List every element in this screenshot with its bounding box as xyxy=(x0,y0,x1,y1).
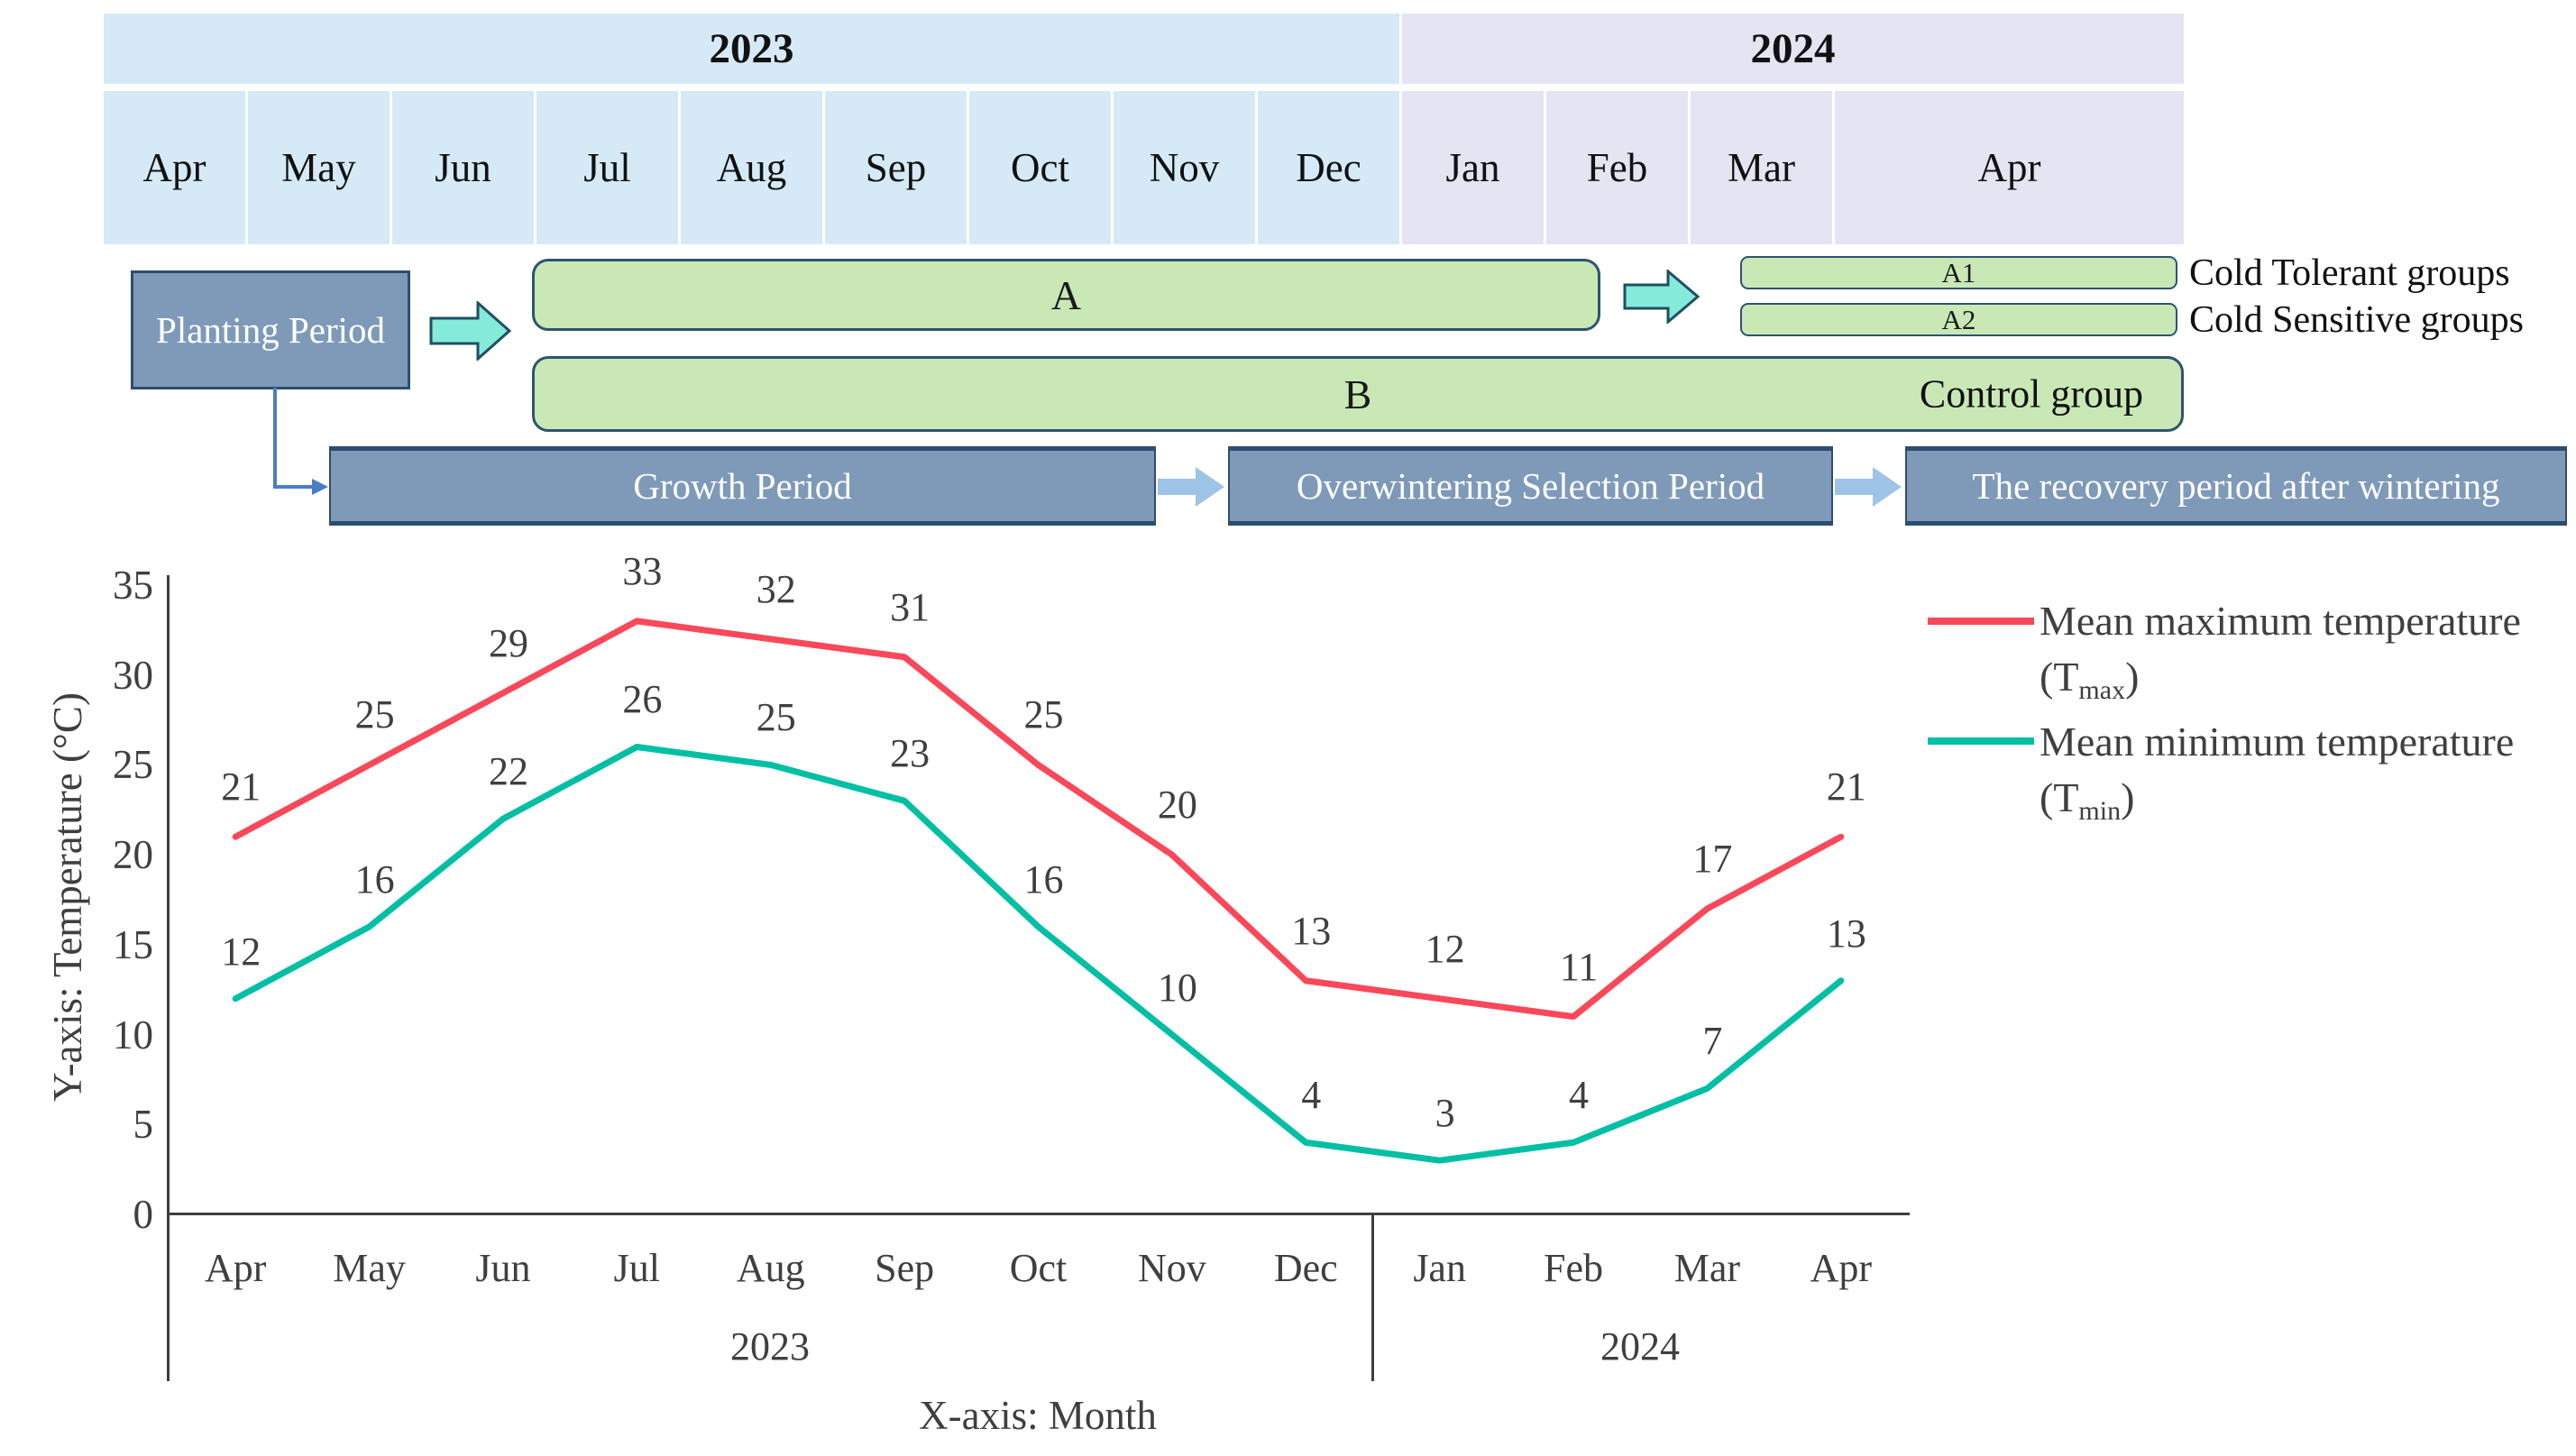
x-tick-label: May xyxy=(333,1246,406,1290)
data-label: 21 xyxy=(221,765,261,810)
x-tick-label: Jan xyxy=(1413,1246,1466,1290)
growth-period-bar: Growth Period xyxy=(329,446,1156,526)
timeline-year-2023: 2023 xyxy=(104,14,1399,84)
timeline-month-cell: Jun xyxy=(392,91,534,244)
recovery-period-bar: The recovery period after wintering xyxy=(1905,446,2567,526)
timeline-month-cell: Apr xyxy=(104,91,245,244)
x-tick-label: Oct xyxy=(1009,1246,1068,1290)
data-label: 4 xyxy=(1569,1073,1590,1118)
data-label: 20 xyxy=(1157,783,1197,828)
x-axis-group-separator xyxy=(1371,1215,1374,1381)
group-a1-bar: A1 xyxy=(1740,256,2177,289)
data-label: 16 xyxy=(1023,856,1064,902)
x-axis-title: X-axis: Month xyxy=(919,1393,1157,1438)
data-label: 11 xyxy=(1559,944,1599,989)
data-label: 29 xyxy=(488,620,528,665)
group-b-bar: B Control group xyxy=(532,356,2184,432)
x-group-label-2023: 2023 xyxy=(730,1324,810,1369)
data-label: 23 xyxy=(890,731,930,776)
data-label: 12 xyxy=(1425,926,1465,971)
x-tick-label: Apr xyxy=(204,1246,267,1290)
y-tick-label: 15 xyxy=(113,921,153,967)
legend-label-tmax: Mean maximum temperature xyxy=(2040,598,2521,644)
y-tick-label: 0 xyxy=(133,1192,154,1237)
cold-sensitive-label: Cold Sensitive groups xyxy=(2189,299,2525,341)
data-label: 32 xyxy=(756,566,796,611)
timeline-month-cell: Jan xyxy=(1402,91,1544,244)
flow-arrow-icon xyxy=(1835,467,1902,507)
cold-tolerant-label: Cold Tolerant groups xyxy=(2189,252,2510,294)
data-label: 13 xyxy=(1291,908,1332,953)
y-axis-line xyxy=(167,575,170,1216)
data-label: 22 xyxy=(488,749,528,794)
data-label: 25 xyxy=(756,695,796,740)
timeline-month-cell: Jul xyxy=(536,91,678,244)
timeline-month-row: Apr May Jun Jul Aug Sep Oct Nov Dec Jan Feb Mar Apr xyxy=(104,91,2184,244)
x-group-label-2024: 2024 xyxy=(1600,1324,1680,1369)
data-label: 26 xyxy=(622,677,663,722)
x-axis-group-separator xyxy=(167,1215,170,1381)
timeline-month-cell: May xyxy=(248,91,390,244)
data-label: 4 xyxy=(1301,1073,1322,1118)
data-label: 13 xyxy=(1826,911,1866,956)
timeline-month-cell: Feb xyxy=(1546,91,1688,244)
legend-swatch-tmax xyxy=(1928,618,2034,625)
timeline-year-2024: 2024 xyxy=(1402,14,2184,84)
y-tick-label: 5 xyxy=(133,1102,154,1148)
planting-period-box: Planting Period xyxy=(131,270,410,389)
data-label: 3 xyxy=(1435,1091,1455,1136)
timeline-month-cell: Sep xyxy=(825,91,967,244)
x-tick-label: Sep xyxy=(875,1246,935,1290)
cyan-arrow-icon xyxy=(429,301,512,361)
control-group-label: Control group xyxy=(1919,371,2143,417)
cyan-arrow-icon xyxy=(1623,270,1701,324)
timeline-month-cell: Oct xyxy=(969,91,1111,244)
overwintering-period-bar: Overwintering Selection Period xyxy=(1228,446,1833,526)
y-tick-label: 35 xyxy=(113,563,153,608)
x-tick-label: Apr xyxy=(1810,1246,1873,1290)
timeline-month-cell: Mar xyxy=(1691,91,1832,244)
y-tick-label: 30 xyxy=(113,652,153,698)
data-label: 21 xyxy=(1826,765,1866,810)
x-tick-label: Feb xyxy=(1544,1246,1604,1290)
x-tick-label: Jun xyxy=(475,1246,531,1290)
data-label: 16 xyxy=(354,856,395,902)
x-tick-label: Mar xyxy=(1673,1246,1741,1290)
group-a-bar: A xyxy=(532,259,1600,331)
group-b-label: B xyxy=(1343,371,1372,417)
data-label: 25 xyxy=(354,692,395,737)
data-label: 17 xyxy=(1692,836,1733,881)
timeline-month-cell: Nov xyxy=(1114,91,1255,244)
connector-elbow-arrow-icon xyxy=(273,388,328,495)
legend-symbol-tmax: (Tmax) xyxy=(2040,654,2140,705)
data-label: 25 xyxy=(1023,692,1064,737)
flow-arrow-icon xyxy=(1158,467,1224,507)
y-tick-label: 20 xyxy=(113,832,153,878)
timeline-month-cell: Aug xyxy=(681,91,822,244)
x-tick-label: Dec xyxy=(1273,1246,1338,1290)
x-tick-label: Nov xyxy=(1137,1246,1206,1290)
y-tick-label: 10 xyxy=(113,1012,153,1058)
y-tick-label: 25 xyxy=(113,742,153,788)
x-axis-line xyxy=(167,1213,1910,1215)
data-label: 33 xyxy=(622,548,663,593)
legend-swatch-tmin xyxy=(1928,737,2034,745)
data-label: 10 xyxy=(1157,965,1197,1010)
legend-label-tmin: Mean minimum temperature xyxy=(2040,719,2515,765)
x-tick-label: Jul xyxy=(613,1246,661,1290)
data-label: 12 xyxy=(221,929,261,974)
timeline-month-cell: Dec xyxy=(1258,91,1399,244)
data-label: 31 xyxy=(890,584,930,629)
group-a2-bar: A2 xyxy=(1740,303,2177,336)
timeline-month-cell: Apr xyxy=(1835,91,2184,244)
x-tick-label: Aug xyxy=(736,1246,805,1290)
legend-symbol-tmin: (Tmin) xyxy=(2040,774,2135,826)
data-label: 7 xyxy=(1702,1019,1723,1064)
